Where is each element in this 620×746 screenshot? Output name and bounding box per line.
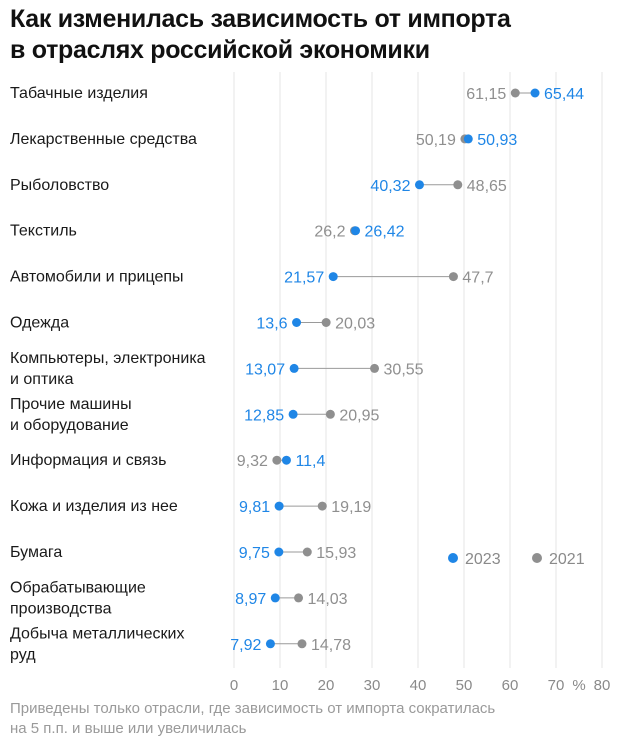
- value-label-2021-12: 14,78: [311, 637, 351, 654]
- x-tick-label-2: 20: [318, 677, 335, 694]
- category-label-6-line-1: Компьютеры, электроника: [10, 350, 206, 367]
- legend-2021-marker: [532, 553, 542, 563]
- category-label-10: Бумага: [10, 544, 62, 561]
- category-label-11-line-2: производства: [10, 600, 112, 617]
- dot-2023-6: [289, 363, 299, 373]
- value-label-2023-2: 40,32: [370, 178, 410, 195]
- dot-2021-10: [302, 547, 312, 557]
- dot-2021-5: [321, 318, 331, 327]
- dot-2023-1: [463, 134, 473, 144]
- value-label-2021-10: 15,93: [316, 545, 356, 562]
- dot-2023-0: [530, 88, 540, 98]
- legend-2023-label: 2023: [465, 551, 501, 568]
- value-label-2023-11: 8,97: [235, 591, 266, 608]
- chart-title-line-2: в отраслях российской экономики: [10, 36, 430, 64]
- value-label-2023-12: 7,92: [230, 637, 261, 654]
- x-tick-label-5: 50: [456, 677, 473, 694]
- dot-2023-2: [414, 180, 424, 190]
- category-label-2: Рыболовство: [10, 177, 109, 194]
- category-label-11-line-1: Обрабатывающие: [10, 579, 146, 596]
- value-label-2021-2: 48,65: [467, 178, 507, 195]
- x-unit-label: %: [572, 677, 585, 694]
- dot-2021-0: [510, 88, 520, 98]
- value-label-2023-5: 13,6: [256, 316, 287, 333]
- value-label-2021-9: 19,19: [331, 499, 371, 516]
- dot-2023-7: [288, 409, 298, 419]
- dot-2023-10: [274, 547, 284, 557]
- category-label-6-line-2: и оптика: [10, 371, 74, 388]
- dot-2021-4: [448, 272, 458, 282]
- value-label-2023-0: 65,44: [544, 86, 584, 103]
- dot-2023-4: [328, 272, 338, 282]
- value-label-2021-8: 9,32: [237, 453, 268, 470]
- x-tick-label-3: 30: [364, 677, 381, 694]
- x-tick-label-8: 80: [594, 677, 611, 694]
- category-label-9: Кожа и изделия из нее: [10, 498, 178, 515]
- value-label-2023-9: 9,81: [239, 499, 270, 516]
- dot-2021-9: [317, 501, 327, 511]
- dot-2021-6: [370, 363, 380, 373]
- value-label-2023-1: 50,93: [477, 132, 517, 149]
- dot-2023-11: [270, 593, 280, 603]
- value-label-2021-7: 20,95: [339, 407, 379, 424]
- category-label-12-line-1: Добыча металлических: [10, 625, 184, 642]
- value-label-2021-4: 47,7: [462, 270, 493, 287]
- dot-2021-8: [272, 455, 282, 465]
- dot-2021-2: [453, 180, 463, 190]
- chart-title-line-1: Как изменилась зависимость от импорта: [10, 5, 511, 33]
- dot-2023-3: [351, 226, 361, 236]
- value-label-2023-3: 26,42: [365, 224, 405, 241]
- value-label-2021-3: 26,2: [314, 224, 345, 241]
- dot-2023-5: [292, 318, 302, 327]
- x-tick-label-1: 10: [272, 677, 289, 694]
- value-label-2021-0: 61,15: [466, 86, 506, 103]
- value-label-2023-6: 13,07: [245, 361, 285, 378]
- legend-2023-marker: [448, 553, 458, 563]
- value-label-2021-1: 50,19: [416, 132, 456, 149]
- legend-2021-label: 2021: [549, 551, 585, 568]
- value-label-2021-6: 30,55: [384, 361, 424, 378]
- value-label-2023-4: 21,57: [284, 270, 324, 287]
- value-label-2023-7: 12,85: [244, 407, 284, 424]
- dot-2023-9: [274, 501, 284, 511]
- x-tick-label-7: 70: [548, 677, 565, 694]
- category-label-0: Табачные изделия: [10, 85, 148, 102]
- value-label-2021-11: 14,03: [308, 591, 348, 608]
- value-label-2021-5: 20,03: [335, 316, 375, 333]
- category-label-5: Одежда: [10, 315, 69, 332]
- category-label-7-line-2: и оборудование: [10, 417, 129, 434]
- dot-2021-11: [294, 593, 304, 603]
- category-label-7-line-1: Прочие машины: [10, 396, 132, 413]
- dot-2023-8: [281, 455, 291, 465]
- category-label-1: Лекарственные средства: [10, 131, 197, 148]
- category-label-12-line-2: руд: [10, 646, 36, 663]
- dot-2021-12: [297, 639, 307, 649]
- value-label-2023-10: 9,75: [239, 545, 270, 562]
- category-label-8: Информация и связь: [10, 452, 166, 469]
- x-tick-label-4: 40: [410, 677, 427, 694]
- dot-2021-7: [325, 409, 335, 419]
- category-label-3: Текстиль: [10, 223, 77, 240]
- dot-2023-12: [265, 639, 275, 649]
- value-label-2023-8: 11,4: [295, 453, 325, 470]
- x-tick-label-0: 0: [230, 677, 238, 694]
- category-label-4: Автомобили и прицепы: [10, 269, 184, 286]
- footnote-line-2: на 5 п.п. и выше или увеличилась: [10, 720, 247, 737]
- x-tick-label-6: 60: [502, 677, 519, 694]
- footnote: Приведены только отрасли, где зависимост…: [10, 699, 610, 739]
- footnote-line-1: Приведены только отрасли, где зависимост…: [10, 700, 496, 717]
- chart-title: Как изменилась зависимость от импорта в …: [10, 4, 610, 66]
